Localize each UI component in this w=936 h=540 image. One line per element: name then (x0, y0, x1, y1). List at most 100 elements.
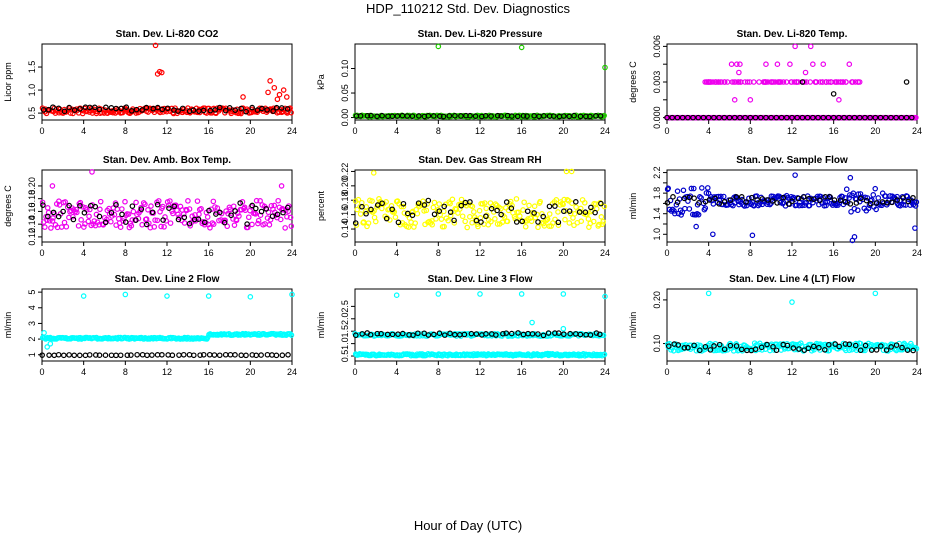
reference-point (441, 203, 448, 210)
panel-title: Stan. Dev. Li-820 Pressure (418, 29, 543, 40)
x-tick-label: 16 (204, 126, 214, 136)
y-tick-label: 1.5 (27, 61, 37, 74)
series-outlier (747, 97, 754, 103)
reference-point (108, 352, 115, 359)
reference-point (270, 108, 276, 114)
data-points (664, 43, 919, 121)
series-point (352, 198, 359, 204)
series-point (288, 332, 295, 338)
reference-point (175, 108, 181, 114)
reference-point (664, 114, 670, 121)
reference-point (394, 113, 401, 119)
x-tick-label: 20 (870, 126, 880, 136)
reference-point (284, 106, 291, 112)
reference-point (383, 215, 390, 222)
series-point (796, 202, 803, 209)
reference-point (702, 343, 709, 350)
series-point (277, 216, 284, 223)
reference-point (431, 331, 437, 338)
reference-point (742, 114, 748, 121)
series-point (596, 221, 602, 228)
series-point (682, 205, 688, 212)
series-point (151, 224, 158, 230)
reference-point (71, 107, 78, 113)
series-point (122, 198, 128, 205)
y-axis-label: kPa (316, 74, 326, 90)
reference-point (421, 202, 428, 208)
reference-point (238, 105, 244, 112)
reference-point (789, 198, 795, 205)
series-outlier (568, 168, 575, 175)
series-outlier (787, 61, 793, 67)
reference-point (820, 114, 827, 121)
series-point (81, 224, 87, 230)
series-point (665, 185, 672, 192)
reference-point (238, 352, 245, 359)
x-tick-label: 12 (162, 367, 172, 377)
series-outlier (247, 294, 254, 300)
series-point (70, 213, 76, 220)
reference-point (221, 219, 228, 226)
reference-point (691, 195, 697, 202)
reference-point (545, 330, 552, 336)
reference-point (458, 113, 464, 119)
reference-point (825, 341, 832, 348)
reference-point (374, 202, 381, 208)
y-axis-label: ml/min (3, 312, 13, 339)
reference-point (431, 211, 438, 218)
x-tick-label: 8 (436, 248, 441, 258)
x-tick-label: 0 (664, 248, 669, 258)
series-point (210, 198, 217, 205)
reference-point (679, 114, 686, 121)
reference-point (706, 197, 713, 203)
series-outlier (710, 231, 716, 238)
reference-point (754, 197, 760, 203)
series-point (560, 201, 566, 208)
series-point (597, 199, 603, 206)
data-points (39, 42, 294, 117)
series-point (75, 223, 82, 229)
reference-point (856, 114, 863, 121)
reference-point (103, 104, 109, 111)
x-tick-label: 4 (81, 367, 86, 377)
series-point (823, 79, 830, 85)
reference-point (488, 113, 494, 119)
reference-point (700, 114, 707, 121)
reference-point (430, 113, 437, 119)
panel-8: Stan. Dev. Line 3 Flow ml/min 0 4 8 12 16 20 24 0… (316, 274, 610, 377)
series-point (695, 211, 702, 218)
series-point (870, 192, 877, 198)
panel-title: Stan. Dev. Gas Stream RH (418, 155, 541, 166)
series-outlier (763, 61, 769, 67)
series-outlier (737, 61, 743, 67)
series-point (288, 109, 294, 116)
x-tick-label: 8 (123, 367, 128, 377)
reference-point (910, 347, 916, 354)
series-point (129, 217, 136, 223)
series-outlier (602, 293, 608, 300)
series-point (865, 205, 872, 212)
series-outlier (289, 291, 295, 298)
reference-point (524, 113, 530, 119)
reference-point (149, 352, 155, 358)
reference-point (900, 195, 906, 201)
x-tick-label: 0 (352, 248, 357, 258)
reference-point (451, 217, 457, 224)
series-outlier (80, 293, 87, 299)
series-point (467, 213, 473, 220)
series-point (222, 217, 228, 224)
reference-point (269, 352, 275, 358)
reference-point (96, 352, 103, 359)
reference-point (200, 351, 207, 358)
reference-point (837, 197, 844, 204)
series-point (97, 206, 103, 213)
series-outlier (274, 96, 281, 103)
series-outlier (851, 234, 858, 240)
series-outlier (836, 97, 842, 103)
reference-point (232, 352, 238, 358)
reference-point (503, 199, 510, 205)
series-point (855, 79, 861, 85)
reference-point (877, 114, 884, 121)
series-point (546, 211, 553, 217)
reference-point (587, 113, 593, 120)
